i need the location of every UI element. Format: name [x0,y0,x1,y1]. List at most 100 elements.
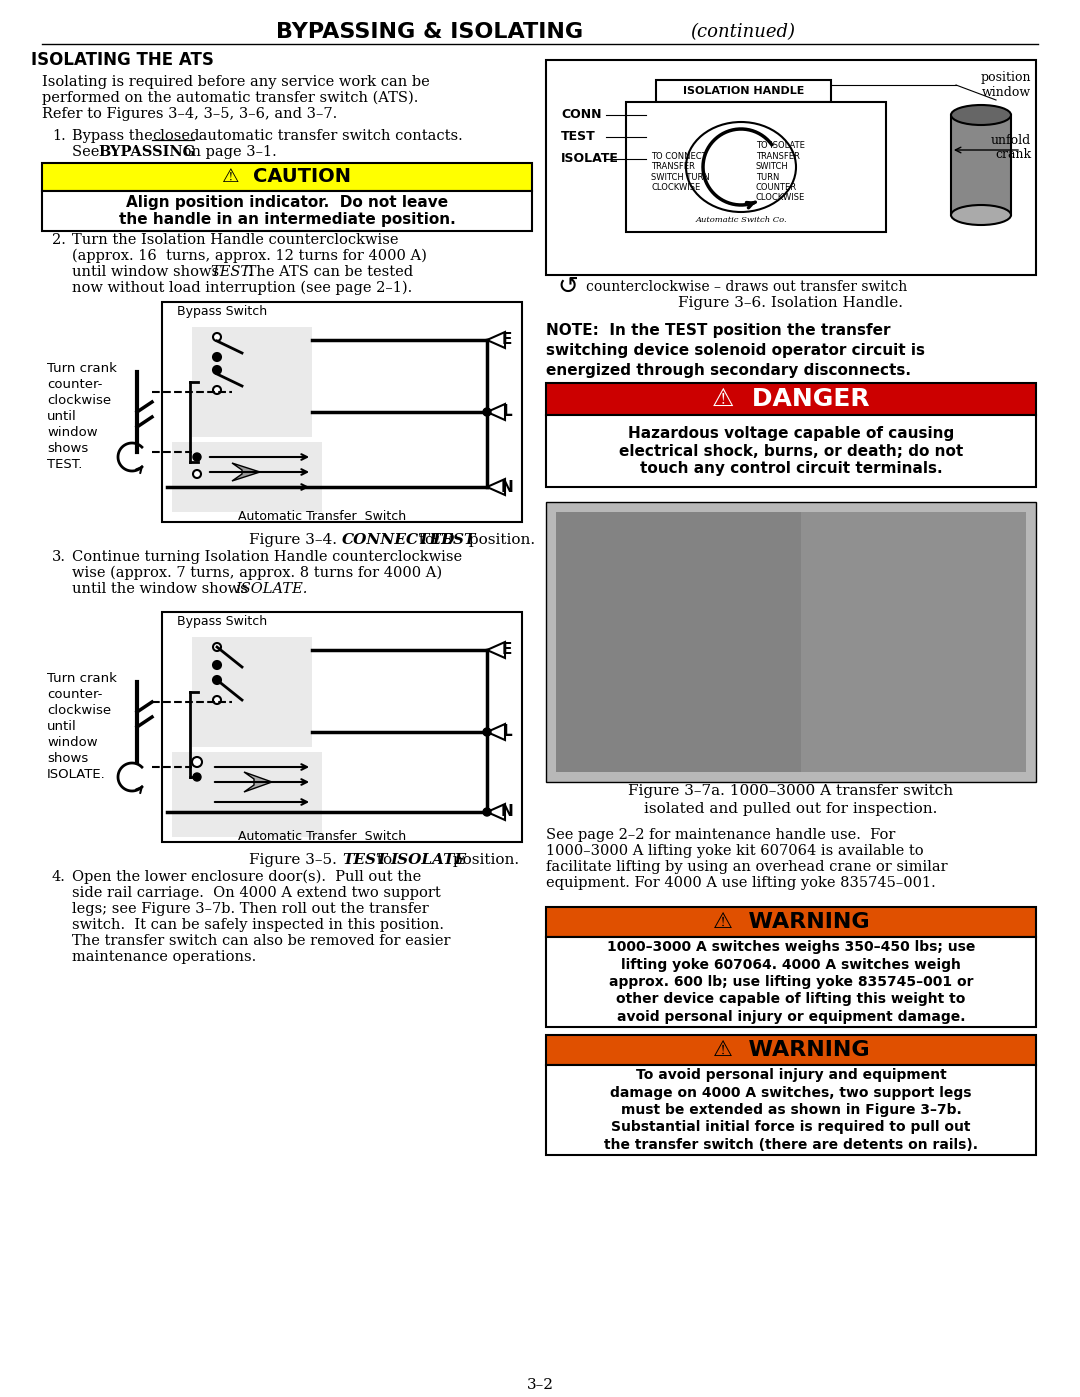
Text: ISOLATING THE ATS: ISOLATING THE ATS [30,52,214,68]
Text: switch.  It can be safely inspected in this position.: switch. It can be safely inspected in th… [72,918,444,932]
Text: (continued): (continued) [690,22,795,41]
Circle shape [193,453,201,461]
Bar [626,102,886,232]
Text: ⚠  WARNING: ⚠ WARNING [713,912,869,932]
Text: E: E [502,332,512,348]
Bar [951,115,1011,215]
Bar [546,502,1036,782]
Text: Hazardous voltage capable of causing
electrical shock, burns, or death; do not
t: Hazardous voltage capable of causing ele… [619,426,963,476]
Bar [42,191,532,231]
Bar [646,105,691,161]
Circle shape [483,408,491,416]
Circle shape [213,353,221,360]
Text: unfold: unfold [990,134,1031,147]
Text: The ATS can be tested: The ATS can be tested [242,265,414,279]
Bar [162,612,522,842]
Text: BYPASSING: BYPASSING [98,145,195,159]
Polygon shape [487,643,505,658]
Polygon shape [487,805,505,820]
Bar [546,60,1036,275]
Text: TEST: TEST [342,854,388,868]
Circle shape [213,696,221,704]
Text: 3.: 3. [52,550,66,564]
Circle shape [213,332,221,341]
Text: Automatic Transfer  Switch: Automatic Transfer Switch [238,830,406,842]
Circle shape [213,366,221,374]
Bar [162,302,522,522]
Text: L: L [502,405,512,419]
Text: maintenance operations.: maintenance operations. [72,950,256,964]
Text: N: N [501,479,513,495]
Text: to: to [414,534,438,548]
Text: on page 3–1.: on page 3–1. [178,145,276,159]
Circle shape [213,661,221,669]
Circle shape [213,643,221,651]
Circle shape [483,807,491,816]
Bar [546,383,1036,415]
Circle shape [192,757,202,767]
Polygon shape [487,724,505,740]
Text: Continue turning Isolation Handle counterclockwise: Continue turning Isolation Handle counte… [72,550,462,564]
Text: See: See [72,145,104,159]
Polygon shape [487,404,505,420]
Circle shape [213,676,221,685]
Bar [192,327,312,437]
Text: until window shows: until window shows [72,265,224,279]
Text: The transfer switch can also be removed for easier: The transfer switch can also be removed … [72,935,450,949]
Text: crank: crank [995,148,1031,162]
Ellipse shape [951,205,1011,225]
Text: Align position indicator.  Do not leave
the handle in an intermediate position.: Align position indicator. Do not leave t… [119,194,456,228]
Bar [656,80,831,102]
Circle shape [213,386,221,394]
Text: until the window shows: until the window shows [72,583,253,597]
Bar [546,415,1036,488]
Text: Turn crank
counter-
clockwise
until
window
shows
TEST.: Turn crank counter- clockwise until wind… [48,362,117,471]
Bar [556,511,801,773]
Text: 2.: 2. [52,233,66,247]
Text: ⚠  CAUTION: ⚠ CAUTION [222,168,351,187]
Text: Figure 3–6. Isolation Handle.: Figure 3–6. Isolation Handle. [678,296,904,310]
Text: closed: closed [152,129,200,142]
Text: Isolating is required before any service work can be: Isolating is required before any service… [42,75,430,89]
Text: NOTE:  In the TEST position the transfer
switching device solenoid operator circ: NOTE: In the TEST position the transfer … [546,323,924,377]
Polygon shape [487,332,505,348]
Text: 3–2: 3–2 [527,1377,554,1391]
Bar [192,637,312,747]
Text: now without load interruption (see page 2–1).: now without load interruption (see page … [72,281,413,295]
Polygon shape [487,479,505,495]
Bar [546,1065,1036,1155]
Text: CONNECTED: CONNECTED [342,534,456,548]
Text: Refer to Figures 3–4, 3–5, 3–6, and 3–7.: Refer to Figures 3–4, 3–5, 3–6, and 3–7. [42,108,337,122]
Text: ↺: ↺ [557,275,579,299]
Circle shape [483,728,491,736]
Text: CONN: CONN [561,109,602,122]
Text: facilitate lifting by using an overhead crane or similar: facilitate lifting by using an overhead … [546,861,947,875]
Bar [546,937,1036,1027]
Text: Figure 3–4.: Figure 3–4. [249,534,342,548]
Text: performed on the automatic transfer switch (ATS).: performed on the automatic transfer swit… [42,91,418,105]
Text: automatic transfer switch contacts.: automatic transfer switch contacts. [194,129,462,142]
Text: 4.: 4. [52,870,66,884]
Polygon shape [244,773,272,792]
Bar [546,907,1036,937]
Text: position: position [981,71,1031,84]
Text: 1000–3000 A switches weighs 350–450 lbs; use
lifting yoke 607064. 4000 A switche: 1000–3000 A switches weighs 350–450 lbs;… [607,940,975,1024]
Bar [546,1035,1036,1065]
Text: TO CONNECT
TRANSFER
SWITCH TURN
CLOCKWISE: TO CONNECT TRANSFER SWITCH TURN CLOCKWIS… [651,152,710,193]
Circle shape [193,469,201,478]
Text: TEST: TEST [430,534,475,548]
Text: equipment. For 4000 A use lifting yoke 835745–001.: equipment. For 4000 A use lifting yoke 8… [546,876,935,890]
Circle shape [193,773,201,781]
Text: Figure 3–5.: Figure 3–5. [249,854,342,868]
Text: Automatic Transfer  Switch: Automatic Transfer Switch [238,510,406,522]
Text: ⚠  WARNING: ⚠ WARNING [713,1039,869,1060]
Text: wise (approx. 7 turns, approx. 8 turns for 4000 A): wise (approx. 7 turns, approx. 8 turns f… [72,566,442,580]
Text: ISOLATE.: ISOLATE. [235,583,308,597]
Text: Turn crank
counter-
clockwise
until
window
shows
ISOLATE.: Turn crank counter- clockwise until wind… [48,672,117,781]
Bar [651,115,686,136]
Ellipse shape [686,122,796,212]
Text: To avoid personal injury and equipment
damage on 4000 A switches, two support le: To avoid personal injury and equipment d… [604,1069,978,1151]
Text: Automatic Switch Co.: Automatic Switch Co. [696,217,787,224]
Text: N: N [501,805,513,820]
Bar [556,511,1026,773]
